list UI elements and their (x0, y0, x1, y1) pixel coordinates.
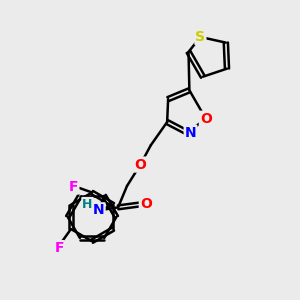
Text: N: N (185, 126, 196, 140)
Text: H: H (82, 198, 93, 211)
Text: O: O (134, 158, 146, 172)
Text: O: O (140, 197, 152, 212)
Text: S: S (195, 30, 206, 44)
Text: F: F (54, 241, 64, 255)
Text: O: O (200, 112, 212, 126)
Text: F: F (69, 180, 78, 194)
Text: N: N (93, 203, 105, 217)
